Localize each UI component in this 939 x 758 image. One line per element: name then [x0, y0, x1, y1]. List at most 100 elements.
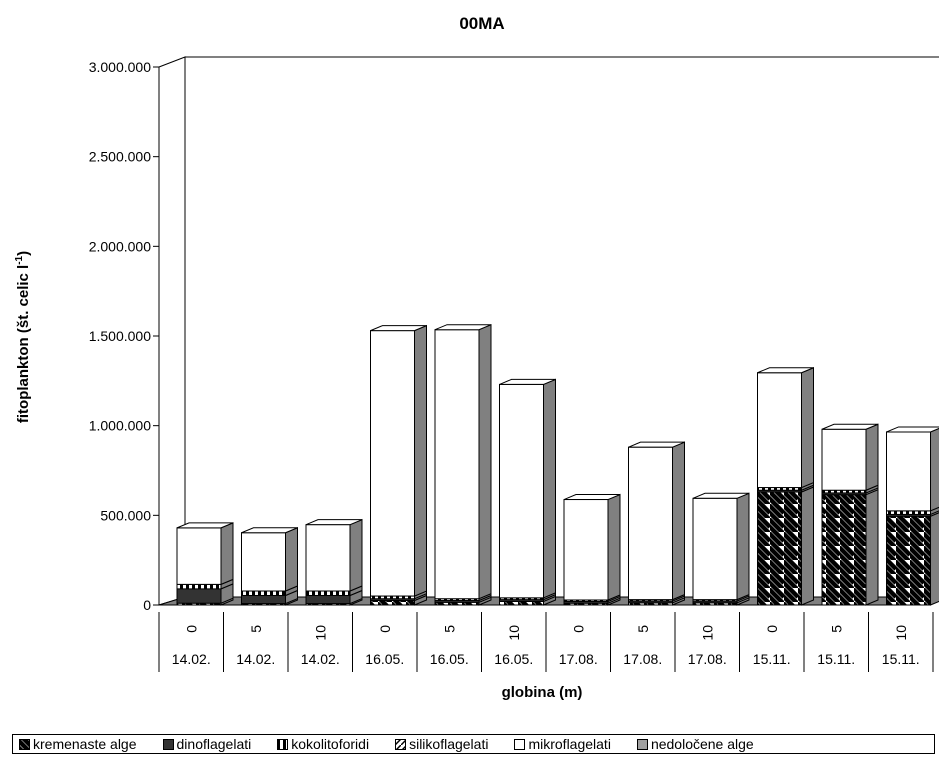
x-date-label: 15.11.	[882, 651, 920, 667]
bar-top	[176, 522, 234, 529]
x-date-label: 16.05.	[365, 651, 404, 667]
bar-segment	[886, 431, 931, 512]
bar-segment	[176, 583, 222, 590]
bar-segment	[370, 600, 415, 606]
bar-stack	[563, 493, 621, 606]
bar-segment-side	[607, 493, 621, 601]
bar-stack	[886, 426, 939, 606]
legend-label: kokolitoforidi	[291, 736, 370, 752]
x-tick-label: 5	[635, 625, 651, 633]
bar-segment	[176, 527, 222, 585]
legend-label: dinoflagelati	[176, 736, 252, 752]
x-date-label: 16.05.	[494, 651, 533, 667]
bar-segment	[563, 499, 609, 601]
x-axis-label: globina (m)	[502, 684, 583, 701]
x-date-label: 14.02.	[172, 651, 211, 667]
x-tick-label: 5	[441, 625, 457, 633]
bar-top	[628, 441, 685, 448]
y-tick-label: 2.000.000	[89, 238, 151, 254]
legend: kremenaste alge dinoflagelati kokolitofori…	[12, 734, 935, 754]
y-tick-label: 1.000.000	[89, 418, 151, 434]
bar-segment-side	[930, 427, 939, 512]
legend-swatch	[636, 738, 648, 750]
bar-stack	[176, 522, 234, 606]
x-tick-label: 10	[312, 625, 328, 641]
x-tick-label: 0	[764, 625, 780, 633]
y-axis-label: fitoplankton (št. celic l-1)	[14, 251, 32, 423]
legend-item: nedoločene alge	[636, 736, 754, 752]
bar-segment	[176, 588, 222, 604]
bar-segment-side	[736, 492, 750, 601]
x-tick-label: 0	[377, 625, 393, 633]
y-axis: 0 500.000 1.000.000 1.500.000 2.000.000 2.500…	[89, 59, 160, 613]
x-date-label: 14.02.	[301, 651, 340, 667]
x-tick-label: 5	[248, 625, 264, 633]
x-date-label: 15.11.	[753, 651, 791, 667]
legend-swatch	[19, 738, 30, 750]
bars	[176, 323, 939, 606]
x-tick-label: 10	[699, 625, 715, 641]
x-tick-label: 5	[828, 625, 844, 633]
bar-segment	[305, 590, 351, 596]
bar-top	[241, 527, 298, 534]
legend-item: silikoflagelati	[395, 736, 488, 752]
bar-segment	[499, 383, 544, 599]
bar-stack	[628, 441, 685, 606]
bar-stack	[370, 324, 427, 606]
bar-top	[499, 378, 556, 385]
bar-segment	[499, 600, 544, 606]
bar-top	[886, 426, 939, 433]
y-tick-label: 0	[143, 597, 151, 613]
bar-top	[434, 324, 492, 331]
bar-segment-side	[672, 441, 685, 601]
legend-swatch	[395, 738, 407, 750]
bar-segment	[241, 594, 286, 605]
bar-segment	[628, 446, 673, 601]
x-date-label: 14.02.	[236, 651, 275, 667]
legend-label: mikroflagelati	[528, 736, 611, 752]
bar-top	[305, 519, 363, 526]
bar-stack	[821, 423, 879, 606]
bar-top	[370, 325, 427, 332]
legend-swatch	[514, 738, 526, 750]
bar-stack	[757, 367, 814, 606]
bar-segment	[305, 594, 351, 605]
legend-item: mikroflagelati	[514, 736, 611, 752]
bar-segment	[370, 330, 415, 597]
legend-swatch	[277, 738, 289, 750]
legend-item: kokolitoforidi	[277, 736, 369, 752]
bar-segment-side	[865, 423, 879, 491]
bar-stack	[434, 323, 492, 606]
plot-side-wall	[158, 56, 186, 606]
x-date-label: 17.08.	[559, 651, 598, 667]
bar-segment	[821, 428, 867, 491]
y-tick-label: 500.000	[100, 507, 151, 523]
legend-item: dinoflagelati	[162, 736, 252, 752]
bar-segment	[692, 497, 738, 601]
legend-label: nedoločene alge	[650, 736, 754, 752]
bar-segment-side	[414, 324, 427, 597]
bar-stack	[692, 492, 750, 606]
bar-top	[692, 492, 750, 499]
x-tick-label: 10	[893, 625, 909, 641]
bar-stack	[241, 526, 298, 606]
bar-segment-side	[801, 367, 814, 489]
bar-stack	[305, 518, 363, 606]
x-tick-label: 0	[570, 625, 586, 633]
x-axis: 0 14.02. 5 14.02. 10 14.02. 0 16.05. 5 16.05. 10 16…	[158, 612, 934, 672]
legend-label: silikoflagelati	[409, 736, 489, 752]
bar-segment	[434, 329, 480, 600]
bar-segment	[886, 510, 931, 515]
bar-top	[563, 494, 621, 501]
bar-segment	[241, 532, 286, 592]
x-date-label: 15.11.	[817, 651, 855, 667]
y-tick-label: 2.500.000	[89, 149, 151, 165]
bar-stack	[499, 378, 556, 606]
bar-segment	[241, 590, 286, 596]
bar-segment-side	[865, 488, 879, 606]
legend-label: kremenaste alge	[33, 736, 137, 752]
bar-segment	[886, 515, 931, 606]
legend-item: kremenaste alge	[19, 736, 137, 752]
bar-top	[757, 367, 814, 374]
bar-segment-side	[478, 323, 492, 600]
